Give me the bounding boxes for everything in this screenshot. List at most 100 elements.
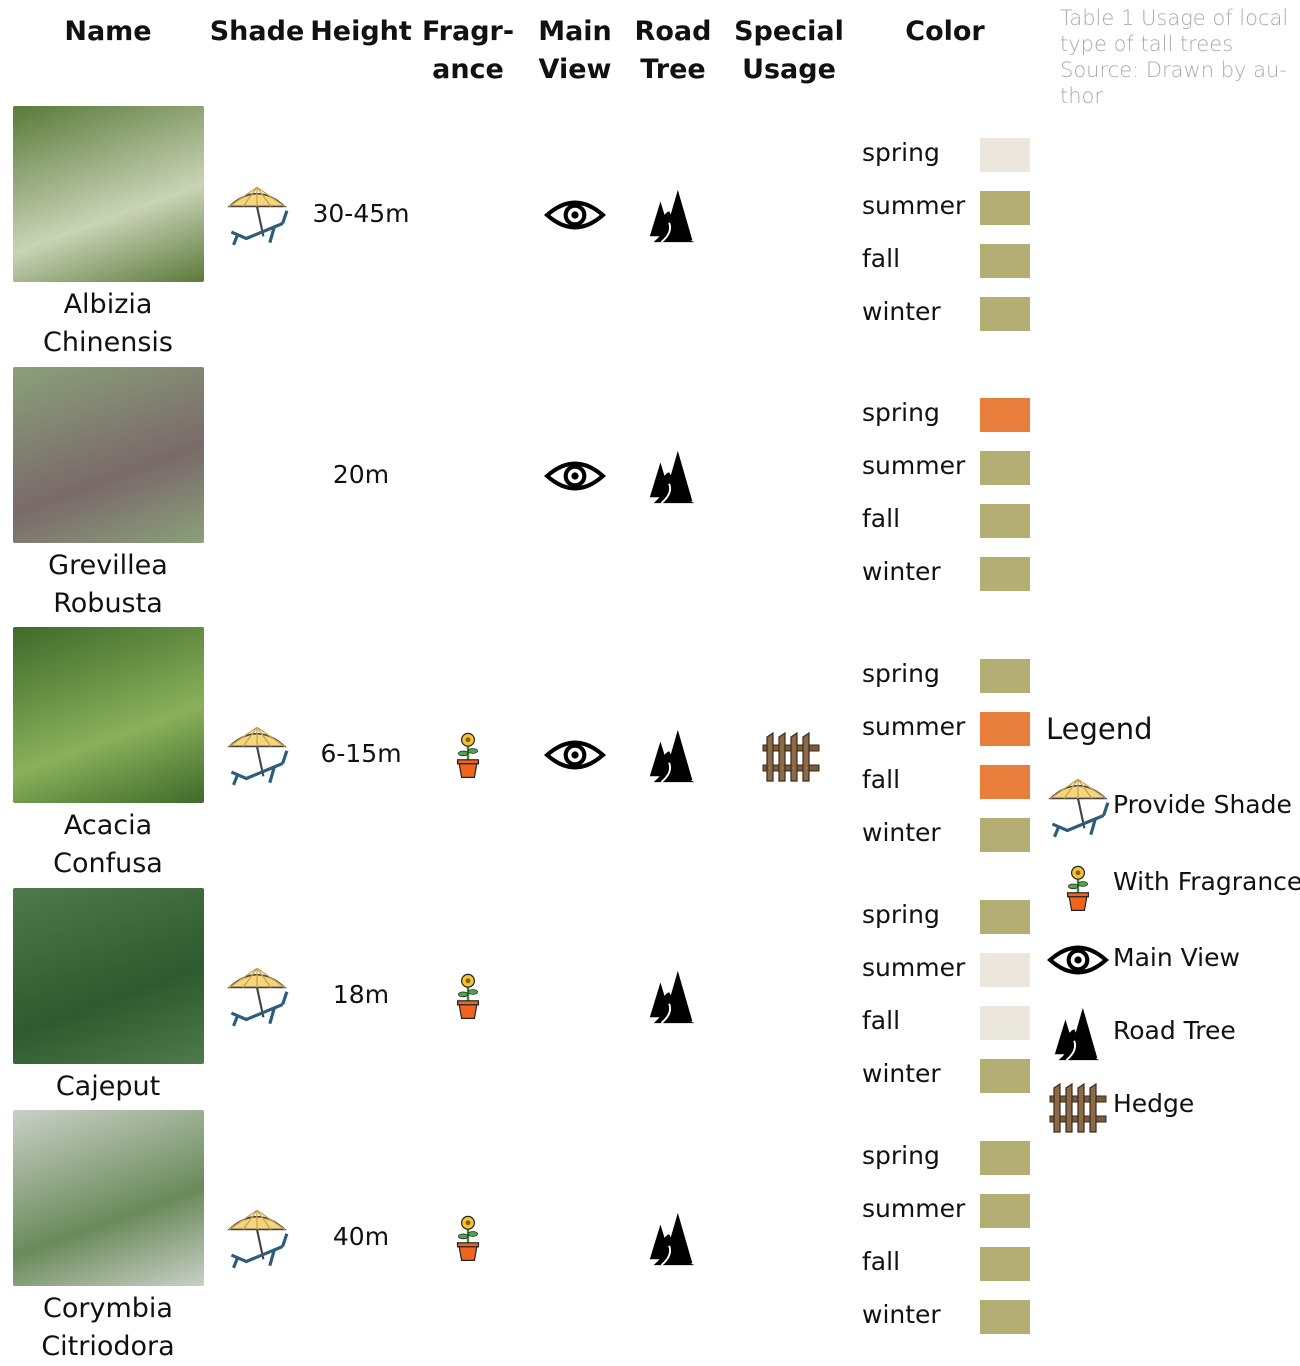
column-header: Height	[310, 16, 412, 47]
road-line	[660, 222, 672, 243]
fragrance-icon	[457, 1215, 479, 1261]
eye-icon	[544, 461, 606, 491]
flower-center	[465, 978, 471, 984]
season-label: fall	[862, 504, 901, 533]
chair-legs	[232, 1233, 289, 1269]
road	[1058, 1029, 1100, 1061]
season-label: fall	[862, 244, 901, 273]
height: 6-15m	[320, 739, 402, 768]
season-label: fall	[862, 1006, 901, 1035]
column-header: Name	[64, 16, 152, 47]
column-header: Tree	[640, 54, 706, 85]
eye-icon	[544, 200, 606, 230]
season-label: summer	[862, 953, 966, 982]
legend-label: Provide Shade	[1113, 790, 1292, 819]
leaf	[458, 750, 469, 757]
iris	[1066, 948, 1090, 972]
eye-icon	[1047, 945, 1109, 975]
season-label: spring	[862, 1141, 940, 1170]
road-icon	[649, 450, 695, 504]
season-label: winter	[862, 297, 941, 326]
road-line	[660, 1003, 672, 1024]
tree-name: Cajeput	[55, 1071, 161, 1102]
height: 40m	[332, 1222, 390, 1251]
chair-legs	[232, 210, 289, 246]
flower-center	[465, 737, 471, 743]
season-label: summer	[862, 451, 966, 480]
color-swatch	[980, 1006, 1030, 1040]
eye-outline	[544, 200, 606, 230]
chair-legs	[232, 750, 289, 786]
iris	[563, 743, 587, 767]
road-icon	[1054, 1007, 1100, 1061]
tree-photo	[13, 1110, 204, 1286]
chair	[230, 1245, 284, 1264]
color-swatch	[980, 244, 1030, 278]
leaf	[1077, 881, 1088, 887]
color-swatch	[980, 1059, 1030, 1093]
hedge-icon	[762, 731, 820, 782]
flower-center	[1075, 870, 1081, 876]
umbrella-stripes	[1049, 778, 1107, 799]
column-header: Fragr-	[421, 16, 515, 47]
height: 20m	[332, 460, 390, 489]
season-label: summer	[862, 1194, 966, 1223]
column-header: Usage	[742, 54, 836, 85]
pot	[458, 1004, 478, 1019]
pupil	[1074, 956, 1082, 964]
legend-label: Hedge	[1113, 1089, 1195, 1118]
umbrella-stripes	[228, 1209, 286, 1230]
color-swatch	[980, 557, 1030, 591]
color-swatch	[980, 1300, 1030, 1334]
color-swatch	[980, 451, 1030, 485]
caption: Table 1 Usage of local	[1060, 6, 1289, 30]
legend-label: Road Tree	[1113, 1016, 1236, 1045]
color-swatch	[980, 398, 1030, 432]
pot	[458, 1246, 478, 1261]
eye-icon	[544, 740, 606, 770]
leaf	[467, 748, 478, 754]
color-swatch	[980, 765, 1030, 799]
tree-name: Acacia Confusa	[53, 810, 163, 879]
shade-icon	[1048, 778, 1110, 838]
hedge-icon	[1049, 1082, 1107, 1133]
caption: Source: Drawn by au-	[1060, 58, 1287, 82]
chair	[230, 222, 284, 241]
road	[653, 992, 695, 1024]
tree-photo	[13, 627, 204, 803]
color-swatch	[980, 1141, 1030, 1175]
fragrance-icon	[457, 732, 479, 778]
fragrance-icon	[1067, 865, 1089, 911]
pupil	[571, 211, 579, 219]
umbrella-stripes	[228, 967, 286, 988]
legend-title: Legend	[1046, 712, 1153, 746]
color-swatch	[980, 1247, 1030, 1281]
color-swatch	[980, 1194, 1030, 1228]
tree-name: Grevillea Robusta	[48, 550, 168, 619]
pupil	[571, 472, 579, 480]
pupil	[571, 751, 579, 759]
shade-icon	[227, 186, 289, 246]
legend-label: Main View	[1113, 943, 1240, 972]
season-label: winter	[862, 1300, 941, 1329]
iris	[563, 203, 587, 227]
season-label: spring	[862, 398, 940, 427]
column-header: ance	[432, 54, 504, 85]
season-label: fall	[862, 1247, 901, 1276]
tree-photo	[13, 888, 204, 1064]
umbrella-stripes	[228, 726, 286, 747]
road-line	[660, 1245, 672, 1266]
shade-icon	[227, 1209, 289, 1269]
height: 18m	[332, 980, 390, 1009]
eye-outline	[544, 461, 606, 491]
color-swatch	[980, 191, 1030, 225]
column-header: Special	[734, 16, 844, 47]
leaf	[467, 1231, 478, 1237]
flower-center	[465, 1220, 471, 1226]
season-label: spring	[862, 900, 940, 929]
chair	[230, 762, 284, 781]
color-swatch	[980, 818, 1030, 852]
color-swatch	[980, 900, 1030, 934]
season-label: winter	[862, 1059, 941, 1088]
